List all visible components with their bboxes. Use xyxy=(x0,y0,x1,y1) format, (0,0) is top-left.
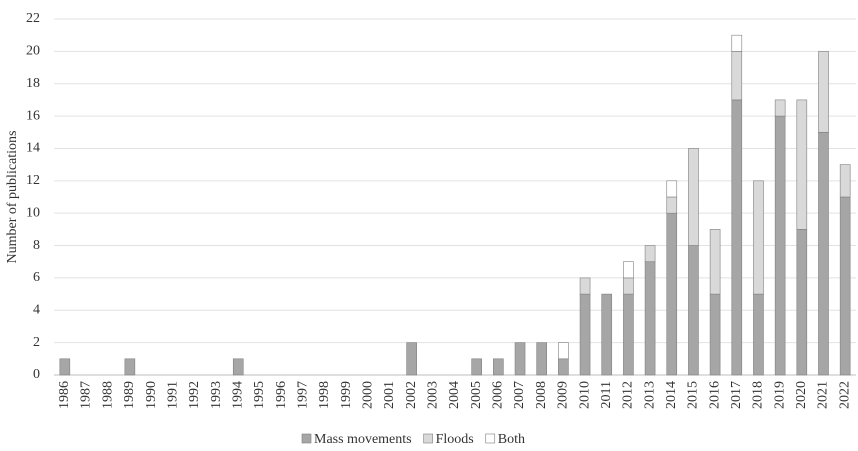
x-tick-label: 1986 xyxy=(57,381,72,409)
x-tick-label: 2012 xyxy=(621,381,636,409)
x-tick-label: 2008 xyxy=(534,381,549,409)
x-tick-label: 2021 xyxy=(816,381,831,409)
bar-segment xyxy=(579,277,591,295)
bar-segment xyxy=(818,51,829,133)
bar-segment xyxy=(709,293,721,376)
y-tick-label: 16 xyxy=(26,108,40,123)
y-tick-label: 12 xyxy=(26,173,40,188)
bar-segment xyxy=(753,180,764,295)
legend-label: Both xyxy=(498,432,525,447)
bar-segment xyxy=(688,245,699,376)
legend-label: Floods xyxy=(436,432,474,447)
x-tick-label: 1989 xyxy=(122,381,137,409)
x-tick-label: 2009 xyxy=(556,381,571,409)
x-tick-label: 1996 xyxy=(274,381,289,409)
bar-segment xyxy=(558,342,569,360)
x-tick-label: 2013 xyxy=(642,381,657,409)
x-tick-label: 2018 xyxy=(751,381,766,409)
bar-segment xyxy=(753,293,764,376)
bar-segment xyxy=(709,229,721,295)
x-tick-label: 2004 xyxy=(447,381,462,409)
bar-segment xyxy=(579,293,591,376)
x-tick-label: 2006 xyxy=(491,381,506,409)
bar-segment xyxy=(232,358,244,376)
bar-segment xyxy=(623,261,634,279)
x-tick-label: 2019 xyxy=(772,381,787,409)
bar-segment xyxy=(59,358,71,376)
y-tick-label: 8 xyxy=(33,238,40,253)
bar-segment xyxy=(666,196,678,214)
x-tick-label: 2020 xyxy=(794,381,809,409)
x-tick-label: 1988 xyxy=(100,381,115,409)
bar-segment xyxy=(796,99,808,230)
bar-segment xyxy=(471,358,482,376)
x-tick-label: 2003 xyxy=(426,381,441,409)
x-tick-label: 1994 xyxy=(230,381,245,409)
x-tick-label: 2010 xyxy=(577,381,592,409)
bar-segment xyxy=(774,115,786,376)
x-tick-label: 2014 xyxy=(664,381,679,409)
bar-segment xyxy=(818,131,829,376)
bar-segment xyxy=(536,342,548,376)
x-tick-label: 1999 xyxy=(339,381,354,409)
x-tick-label: 1991 xyxy=(165,381,180,409)
bar-segment xyxy=(839,196,851,376)
x-tick-label: 1995 xyxy=(252,381,267,409)
legend-swatch xyxy=(485,433,496,444)
x-tick-label: 2022 xyxy=(837,381,852,409)
bar-segment xyxy=(558,358,569,376)
y-tick-label: 6 xyxy=(33,270,40,285)
y-tick-label: 22 xyxy=(26,11,40,26)
x-tick-label: 2011 xyxy=(599,381,614,408)
bar-segment xyxy=(644,245,656,263)
legend-label: Mass movements xyxy=(314,432,412,447)
bar-segment xyxy=(731,51,743,101)
x-tick-label: 1997 xyxy=(295,381,310,409)
bar-segment xyxy=(493,358,504,376)
bar-segment xyxy=(666,212,678,376)
x-tick-label: 1998 xyxy=(317,381,332,409)
x-tick-label: 2000 xyxy=(361,381,376,409)
x-tick-label: 1987 xyxy=(79,381,94,409)
x-tick-label: 2016 xyxy=(707,381,722,409)
y-tick-label: 4 xyxy=(33,302,40,317)
x-tick-label: 2017 xyxy=(729,381,744,409)
bar-segment xyxy=(839,164,851,198)
bar-segment xyxy=(774,99,786,117)
bar-segment xyxy=(124,358,136,376)
x-tick-label: 1990 xyxy=(144,381,159,409)
y-tick-label: 2 xyxy=(33,335,40,350)
y-axis-title: Number of publications xyxy=(5,131,20,264)
legend-swatch xyxy=(301,433,312,444)
bar-segment xyxy=(601,293,613,376)
bar-segment xyxy=(406,342,417,376)
bar-segment xyxy=(623,277,634,295)
x-tick-label: 1993 xyxy=(209,381,224,409)
bar-segment xyxy=(644,261,656,376)
x-tick-label: 2007 xyxy=(512,381,527,409)
y-tick-label: 14 xyxy=(26,141,40,156)
x-tick-label: 2002 xyxy=(404,381,419,409)
x-tick-label: 2015 xyxy=(686,381,701,409)
y-tick-label: 20 xyxy=(26,44,40,59)
bar-segment xyxy=(731,99,743,376)
x-tick-label: 2001 xyxy=(382,381,397,409)
x-tick-label: 1992 xyxy=(187,381,202,409)
bar-segment xyxy=(731,34,743,52)
bar-segment xyxy=(666,180,678,198)
legend-swatch xyxy=(423,433,433,444)
bar-segment xyxy=(796,229,808,376)
x-tick-label: 2005 xyxy=(469,381,484,409)
bar-segment xyxy=(688,148,699,246)
bar-segment xyxy=(514,342,526,376)
bar-segment xyxy=(623,293,634,376)
y-tick-label: 10 xyxy=(26,205,40,220)
y-tick-label: 0 xyxy=(33,367,40,382)
y-tick-label: 18 xyxy=(26,76,40,91)
